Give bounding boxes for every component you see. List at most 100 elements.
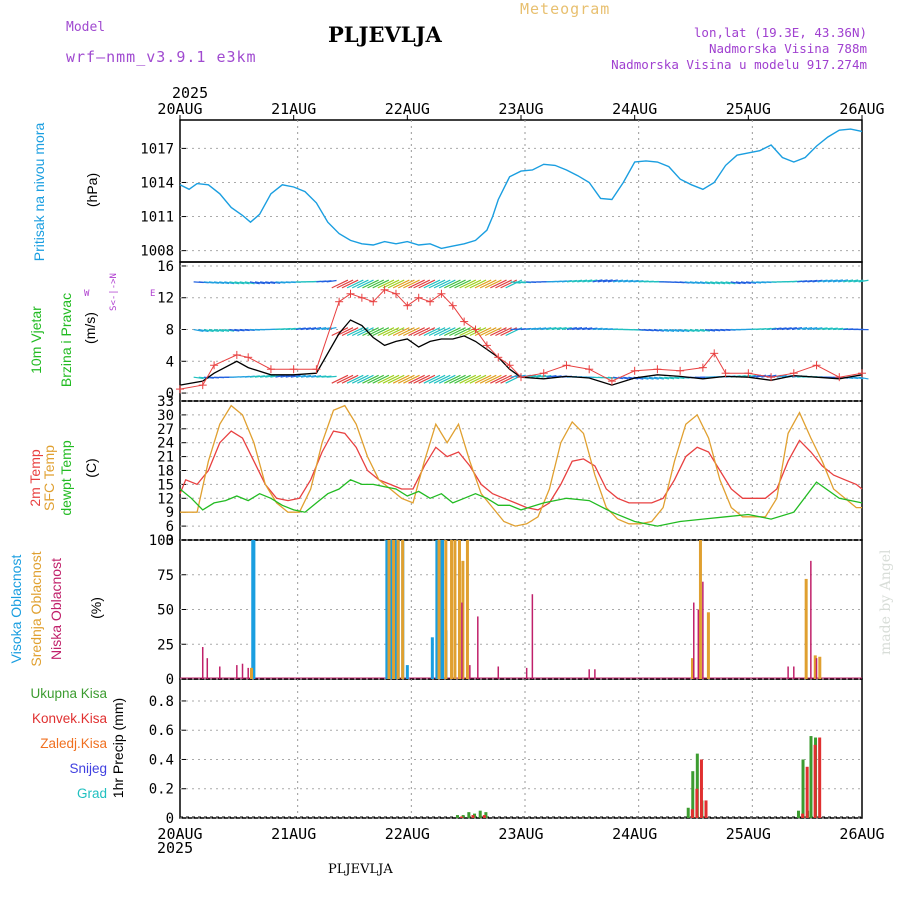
wind-arrow	[357, 279, 374, 289]
wind-arrow	[275, 281, 286, 284]
y-tick-label: 0	[166, 386, 174, 402]
precip-legend-frozen: Zaledj.Kisa	[40, 736, 107, 751]
wind-arrow	[843, 279, 854, 283]
wind-arrow	[208, 328, 219, 333]
wind-arrow	[469, 279, 487, 289]
wind-arrow	[551, 326, 562, 331]
cloud-low-bar	[219, 666, 221, 679]
wind-arrow	[403, 374, 420, 384]
y-tick-label: 50	[157, 603, 174, 619]
wind-arrow	[449, 374, 466, 384]
y-tick-label: 0.6	[149, 723, 174, 739]
wind-arrow	[341, 279, 359, 289]
cloud-low-bar	[787, 666, 789, 679]
wind-arrow	[715, 328, 726, 332]
wind-arrow	[351, 374, 369, 384]
wind-arrow	[403, 279, 420, 289]
wind-arrow	[377, 327, 395, 337]
wind-arrow	[664, 376, 675, 380]
wind-arrow	[234, 281, 245, 285]
cloud-high-bar	[252, 540, 256, 679]
wind-arrow	[444, 279, 461, 289]
wind-arrow	[295, 374, 306, 378]
precip-conv-bar	[460, 816, 464, 818]
wind-arrow	[193, 376, 204, 380]
wind-arrow	[260, 281, 271, 285]
wind-arrow	[541, 374, 552, 378]
wind-arrow	[357, 374, 374, 384]
wind-arrow	[592, 327, 603, 331]
wind-arrow	[224, 281, 235, 285]
wind-arrow	[224, 328, 235, 332]
wind-arrow	[669, 328, 680, 333]
wind-arrow	[730, 281, 741, 285]
wind-arrow	[786, 327, 797, 331]
wind-arrow	[469, 327, 487, 337]
cloud-mid-bar	[453, 540, 457, 679]
y-tick-label: 15	[157, 477, 174, 493]
wind-arrow	[306, 374, 317, 378]
wind-arrow	[812, 327, 823, 331]
wind-arrow	[265, 374, 276, 378]
wind-arrow	[618, 279, 629, 283]
wind-arrow	[710, 328, 721, 332]
wind-arrow	[403, 327, 420, 337]
pressure-line	[179, 128, 863, 250]
wind-arrow	[495, 327, 512, 337]
wind-arrow	[362, 327, 379, 337]
precip-conv-bar	[695, 788, 699, 818]
wind-arrow	[280, 374, 291, 378]
cloud-mid-bar	[392, 540, 396, 679]
wind-arrow	[244, 281, 255, 285]
wind-arrow	[265, 281, 276, 284]
wind-arrow	[699, 328, 710, 332]
time-label-bottom: 23AUG	[498, 825, 543, 843]
wind-arrow	[239, 328, 250, 332]
wind-speed-line	[179, 319, 863, 386]
cloud-mid-bar	[465, 540, 469, 679]
precip-conv-bar	[482, 815, 486, 818]
wind-arrow	[474, 374, 492, 384]
temp-2m-line	[179, 430, 863, 511]
wind-arrow	[270, 374, 281, 378]
wind-arrow	[372, 374, 390, 384]
cloud-mid-bar	[461, 560, 465, 679]
wind-arrow	[423, 327, 441, 337]
wind-arrow	[643, 376, 654, 380]
wind-arrow	[597, 279, 608, 283]
cloud-low-bar	[697, 609, 700, 679]
wind-arrow	[433, 279, 451, 289]
wind-arrow	[802, 279, 813, 283]
bottom-station-title: PLJEVLJA	[328, 862, 393, 877]
precip-total-bar	[695, 753, 699, 818]
time-label-top: 20AUG	[157, 100, 202, 118]
wind-arrow	[331, 279, 349, 289]
wind-arrow	[679, 328, 690, 333]
cloud-mid-bar	[444, 540, 448, 679]
wind-arrow	[659, 376, 670, 380]
cloud-low-bar	[477, 616, 479, 679]
wind-arrow	[387, 374, 405, 384]
wind-arrow	[316, 375, 327, 378]
precip-conv-bar	[699, 759, 703, 818]
wind-arrow	[336, 327, 354, 337]
wind-arrow	[526, 327, 537, 331]
wind-arrow	[648, 328, 659, 332]
wind-arrow	[372, 327, 390, 337]
wind-arrow	[848, 279, 859, 283]
precip-conv-bar	[818, 737, 822, 818]
wind-arrow	[484, 374, 502, 384]
wind-arrow	[357, 327, 374, 337]
wind-arrow	[428, 327, 446, 337]
wind-arrow	[326, 326, 337, 331]
wind-arrow	[326, 279, 337, 283]
wind-arrow	[566, 326, 577, 331]
wind-arrow	[694, 281, 705, 285]
wind-arrow	[295, 327, 306, 331]
wind-arrow	[326, 375, 337, 378]
cloud-mid-bar	[401, 540, 405, 679]
year-bottom: 2025	[157, 839, 194, 857]
wind-arrow	[449, 279, 466, 289]
wind-arrow	[397, 327, 415, 337]
precip-conv-bar	[690, 809, 694, 818]
